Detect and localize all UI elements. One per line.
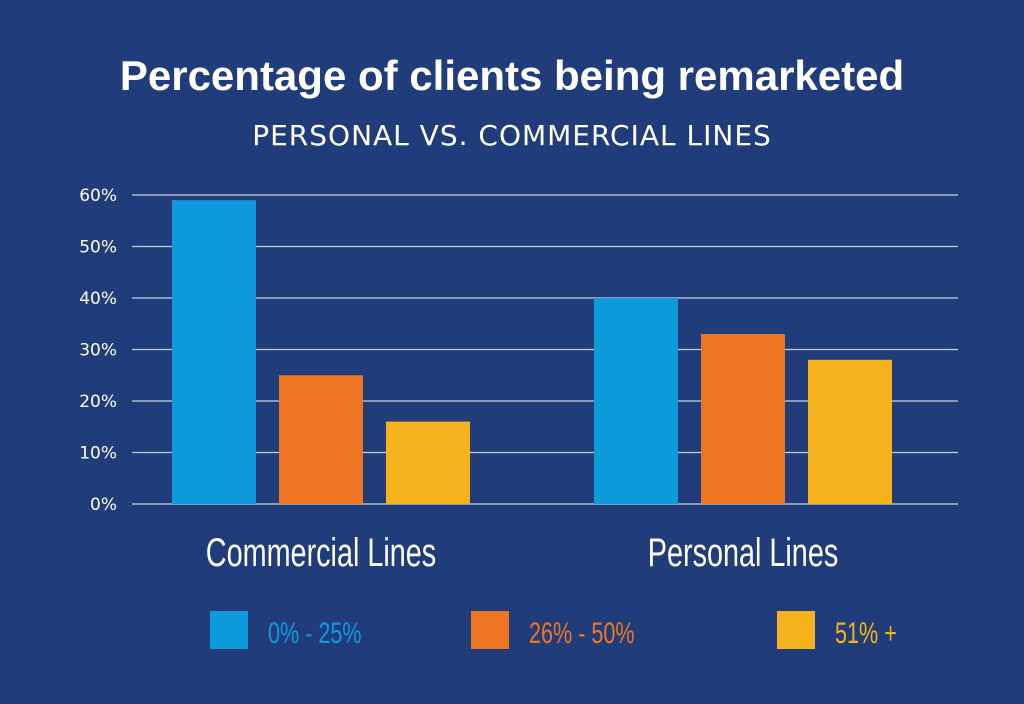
category-label: Commercial Lines	[206, 530, 436, 575]
legend-label: 26% - 50%	[529, 615, 635, 649]
legend-swatch	[777, 611, 815, 649]
chart-title: Percentage of clients being remarketed	[119, 52, 905, 99]
y-tick-label: 10%	[79, 444, 117, 464]
chart-subtitle: PERSONAL VS. COMMERCIAL LINES	[252, 119, 772, 152]
y-tick-label: 50%	[79, 238, 117, 258]
y-tick-label: 30%	[79, 341, 117, 361]
bars	[172, 200, 892, 504]
category-labels: Commercial Lines Personal Lines	[206, 530, 838, 575]
bar	[172, 200, 256, 504]
legend-label: 51% +	[835, 615, 897, 649]
legend-swatch	[471, 611, 509, 649]
legend-swatch	[210, 611, 248, 649]
y-axis-ticks: 0% 10% 20% 30% 40% 50% 60%	[79, 186, 117, 515]
bar	[808, 359, 892, 504]
legend: 0% - 25% 26% - 50% 51% +	[210, 611, 897, 650]
y-tick-label: 0%	[90, 495, 117, 515]
y-tick-label: 60%	[79, 186, 117, 206]
legend-label: 0% - 25%	[268, 615, 362, 649]
y-tick-label: 20%	[79, 392, 117, 412]
bar	[279, 375, 363, 504]
bar	[701, 334, 785, 504]
category-label: Personal Lines	[648, 530, 838, 575]
bar	[386, 421, 470, 504]
y-tick-label: 40%	[79, 289, 117, 309]
bar	[594, 298, 678, 504]
